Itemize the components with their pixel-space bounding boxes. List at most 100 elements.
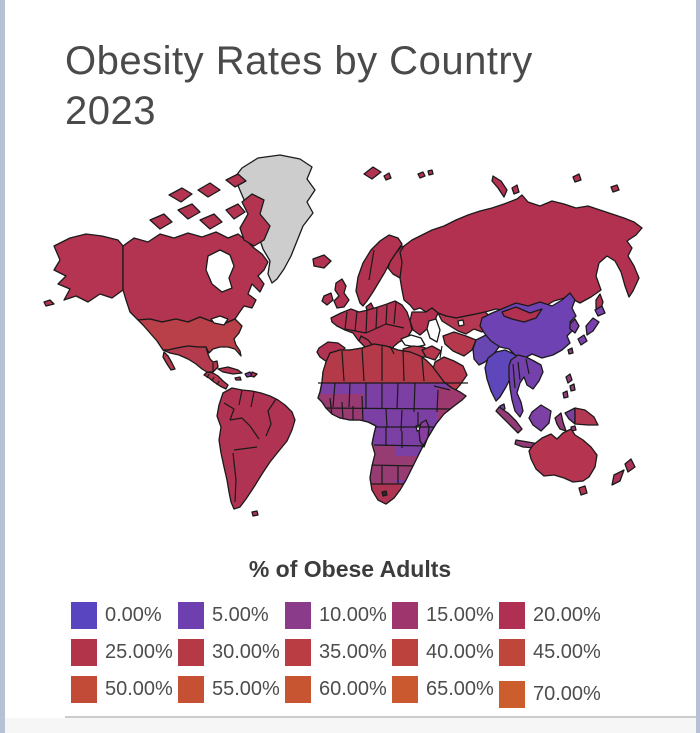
country-severnaya-1[interactable] [511, 184, 520, 195]
country-cuba[interactable] [217, 366, 243, 375]
country-new-guinea-west[interactable] [564, 407, 576, 425]
country-japan-honshu[interactable] [585, 317, 600, 336]
country-scandinavia[interactable] [355, 234, 403, 307]
country-mongolia[interactable] [501, 306, 543, 323]
legend-label: 5.00% [212, 604, 269, 626]
legend-swatch [178, 639, 204, 666]
country-severnaya-3[interactable] [610, 184, 620, 193]
country-franz-josef-1[interactable] [417, 171, 426, 179]
border-centralamerica-b2 [211, 376, 215, 382]
country-philippines-2[interactable] [569, 383, 576, 392]
legend-swatch [285, 602, 311, 629]
country-sulawesi[interactable] [554, 412, 567, 432]
country-lesotho[interactable] [381, 490, 388, 497]
country-arctic-island-3[interactable] [168, 187, 193, 203]
border-europe-b7 [344, 328, 367, 334]
legend-item-5000: 50.00% [71, 671, 178, 708]
legend-label: 20.00% [533, 604, 601, 626]
border-africa-b1 [341, 350, 345, 382]
country-sumatra[interactable] [495, 406, 523, 434]
country-svalbard[interactable] [363, 166, 382, 180]
footer-strip [0, 718, 700, 733]
country-novaya-zemlya[interactable] [491, 175, 508, 198]
country-new-zealand-south[interactable] [611, 469, 625, 486]
country-philippines-1[interactable] [565, 373, 573, 384]
country-falkland-islands[interactable] [251, 510, 259, 517]
country-mexico[interactable] [162, 345, 219, 373]
country-china[interactable] [479, 292, 577, 360]
border-africa-b10 [396, 382, 399, 410]
border-southamerica-b8 [232, 452, 237, 503]
country-svalbard-2[interactable] [383, 172, 392, 181]
country-taiwan[interactable] [567, 347, 574, 355]
country-iraq-syria[interactable] [421, 345, 442, 361]
legend-swatch [499, 681, 525, 708]
country-japan-hokkaido[interactable] [594, 305, 606, 317]
country-borneo[interactable] [528, 404, 552, 432]
country-great-lakes[interactable] [210, 315, 229, 326]
legend-swatch [392, 639, 418, 666]
country-caspian-sea[interactable] [426, 318, 441, 343]
country-united-kingdom[interactable] [333, 278, 350, 309]
country-franz-josef-2[interactable] [427, 169, 434, 176]
country-aleutian-islands[interactable] [43, 299, 55, 307]
country-baffin-island[interactable] [239, 193, 271, 247]
country-japan-kyushu[interactable] [577, 334, 588, 346]
border-europe-b1 [344, 311, 348, 330]
country-hudson-bay[interactable] [205, 249, 235, 293]
country-arctic-island-2[interactable] [177, 203, 201, 220]
legend-swatch [285, 676, 311, 703]
legend-label: 25.00% [105, 641, 173, 663]
border-africa-b13 [329, 397, 333, 417]
left-edge-strip [0, 0, 5, 733]
country-tasmania[interactable] [578, 485, 588, 496]
legend-item-1500: 15.00% [392, 597, 499, 634]
legend-swatch [71, 602, 97, 629]
country-canada[interactable] [122, 231, 269, 324]
country-south-africa[interactable] [358, 483, 412, 512]
country-russia[interactable] [399, 194, 643, 319]
country-south-america[interactable] [216, 387, 296, 510]
country-jamaica[interactable] [234, 376, 242, 381]
legend-label: 50.00% [105, 678, 173, 700]
legend-label: 40.00% [426, 641, 494, 663]
border-africa-b5 [421, 357, 425, 382]
country-arctic-island-6[interactable] [225, 203, 246, 220]
country-arctic-island-4[interactable] [199, 213, 223, 230]
country-dominican-republic[interactable] [250, 371, 258, 378]
country-black-sea[interactable] [400, 334, 426, 348]
legend-item-1000: 10.00% [285, 597, 392, 634]
legend-item-6000: 60.00% [285, 671, 392, 708]
border-southamerica-b3 [265, 398, 277, 437]
country-africa-mozambique-zimbabwe[interactable] [390, 456, 422, 480]
country-australia[interactable] [528, 428, 598, 483]
border-centralamerica-b3 [216, 380, 220, 386]
country-arctic-island-5[interactable] [197, 182, 221, 198]
country-severnaya-2[interactable] [572, 173, 582, 183]
legend-swatch [499, 639, 525, 666]
world-choropleth-map[interactable] [30, 150, 680, 550]
legend-item-7000: 70.00% [499, 676, 606, 713]
border-scandinavia-b1 [368, 249, 375, 281]
country-arctic-island-1[interactable] [149, 213, 173, 230]
country-korea[interactable] [569, 318, 580, 334]
country-southeast-asia[interactable] [508, 354, 544, 418]
country-central-america[interactable] [203, 371, 229, 390]
country-philippines-3[interactable] [562, 390, 569, 399]
country-iceland[interactable] [312, 254, 332, 269]
country-new-zealand-north[interactable] [624, 458, 636, 473]
country-new-guinea-east[interactable] [574, 407, 599, 426]
border-africa-b2 [361, 347, 365, 382]
country-alaska[interactable] [53, 233, 124, 303]
country-iran[interactable] [442, 331, 477, 357]
country-ireland[interactable] [321, 292, 334, 306]
world-map [43, 154, 643, 517]
country-aral-sea[interactable] [457, 319, 465, 327]
border-seasia-b1 [525, 358, 530, 375]
legend-label: 0.00% [105, 604, 162, 626]
border-africa-b14 [341, 401, 344, 420]
border-europe-b8 [365, 323, 387, 334]
country-arctic-island-7[interactable] [225, 173, 247, 188]
country-baja-california[interactable] [162, 351, 176, 371]
border-africa-b18 [385, 408, 388, 428]
